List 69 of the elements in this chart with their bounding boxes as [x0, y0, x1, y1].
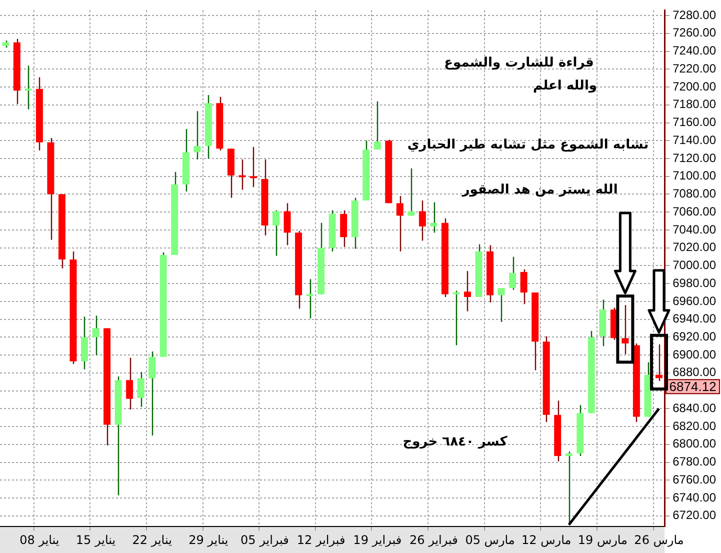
y-tick-label: 7180.00 — [672, 97, 716, 112]
x-tick-label: 05 مارس — [465, 532, 515, 547]
candlestick — [272, 210, 280, 256]
candlestick — [396, 195, 404, 252]
text: 6874.12 — [669, 378, 716, 394]
y-tick-label: 7160.00 — [672, 115, 716, 130]
y-tick-label: 7080.00 — [672, 186, 716, 201]
candlestick — [408, 168, 415, 216]
y-tick-label: 6940.00 — [672, 312, 716, 326]
candlestick — [498, 287, 505, 323]
y-tick-label: 6800.00 — [672, 436, 716, 451]
candlestick — [306, 278, 314, 320]
annotation: والله اعلم — [533, 78, 597, 94]
candlestick — [565, 450, 572, 526]
y-tick-label: 7140.00 — [672, 132, 716, 147]
candlestick — [250, 146, 257, 188]
annotation: تشابه الشموع مثل تشابه طير الحباري — [407, 138, 649, 152]
candlestick — [24, 64, 32, 110]
x-tick-label: 19 فبراير — [353, 532, 402, 547]
y-tick-label: 7120.00 — [672, 150, 716, 165]
candlestick — [452, 290, 460, 346]
y-tick-label: 6780.00 — [672, 454, 716, 469]
y-tick-label: 7280.00 — [672, 8, 716, 22]
y-tick-label: 7200.00 — [672, 79, 716, 94]
y-tick-label: 6720.00 — [672, 508, 716, 522]
candlestick — [284, 202, 291, 246]
x-tick-label: 26 فبراير — [410, 532, 458, 547]
annotation: قراءة للشارت والشموع — [444, 56, 594, 70]
candlestick — [148, 350, 156, 436]
x-tick-label: 15 يناير — [76, 532, 116, 547]
candlestick — [194, 110, 201, 160]
y-tick-label: 7240.00 — [672, 44, 716, 58]
x-tick-label: 08 يناير — [20, 532, 60, 547]
candlestick — [340, 210, 348, 248]
candlestick — [622, 304, 629, 355]
candlestick — [509, 256, 516, 290]
annotation: الله يستر من هد الصقور — [462, 182, 618, 198]
y-tick-label: 6980.00 — [672, 276, 716, 290]
y-tick-label: 7000.00 — [672, 258, 716, 272]
y-tick-label: 6760.00 — [672, 472, 716, 486]
candlestick — [374, 100, 381, 150]
y-tick-label: 6900.00 — [672, 347, 716, 362]
y-tick-label: 6820.00 — [672, 418, 716, 433]
x-tick-label: 05 فبراير — [240, 532, 289, 547]
y-tick-label: 7060.00 — [672, 204, 716, 218]
x-tick-label: 22 يناير — [132, 532, 172, 547]
y-tick-label: 6880.00 — [672, 365, 716, 380]
candlestick — [126, 357, 134, 410]
y-tick-label: 7100.00 — [672, 168, 716, 183]
candlestick — [137, 371, 144, 408]
y-tick-label: 7260.00 — [672, 26, 716, 40]
x-tick-label: 26 مارس — [634, 532, 684, 547]
candlestick — [418, 200, 426, 242]
y-tick-label: 7220.00 — [672, 61, 716, 76]
y-tick-label: 7040.00 — [672, 222, 716, 236]
x-tick-label: 29 يناير — [188, 532, 228, 547]
y-tick-label: 6840.00 — [672, 400, 716, 415]
candlestick — [520, 268, 528, 305]
x-tick-label: 12 مارس — [522, 532, 572, 547]
y-tick-label: 7020.00 — [672, 240, 716, 254]
y-tick-label: 6960.00 — [672, 294, 716, 308]
x-tick-label: 19 مارس — [578, 532, 628, 547]
y-tick-label: 6740.00 — [672, 490, 716, 504]
annotation: كسر ٦٨٤٠ خروج — [402, 434, 508, 450]
candlestick — [430, 202, 438, 234]
candlestick — [238, 158, 246, 190]
x-tick-label: 12 فبراير — [296, 532, 346, 547]
y-tick-label: 6920.00 — [672, 330, 716, 344]
candlestick — [464, 270, 471, 312]
